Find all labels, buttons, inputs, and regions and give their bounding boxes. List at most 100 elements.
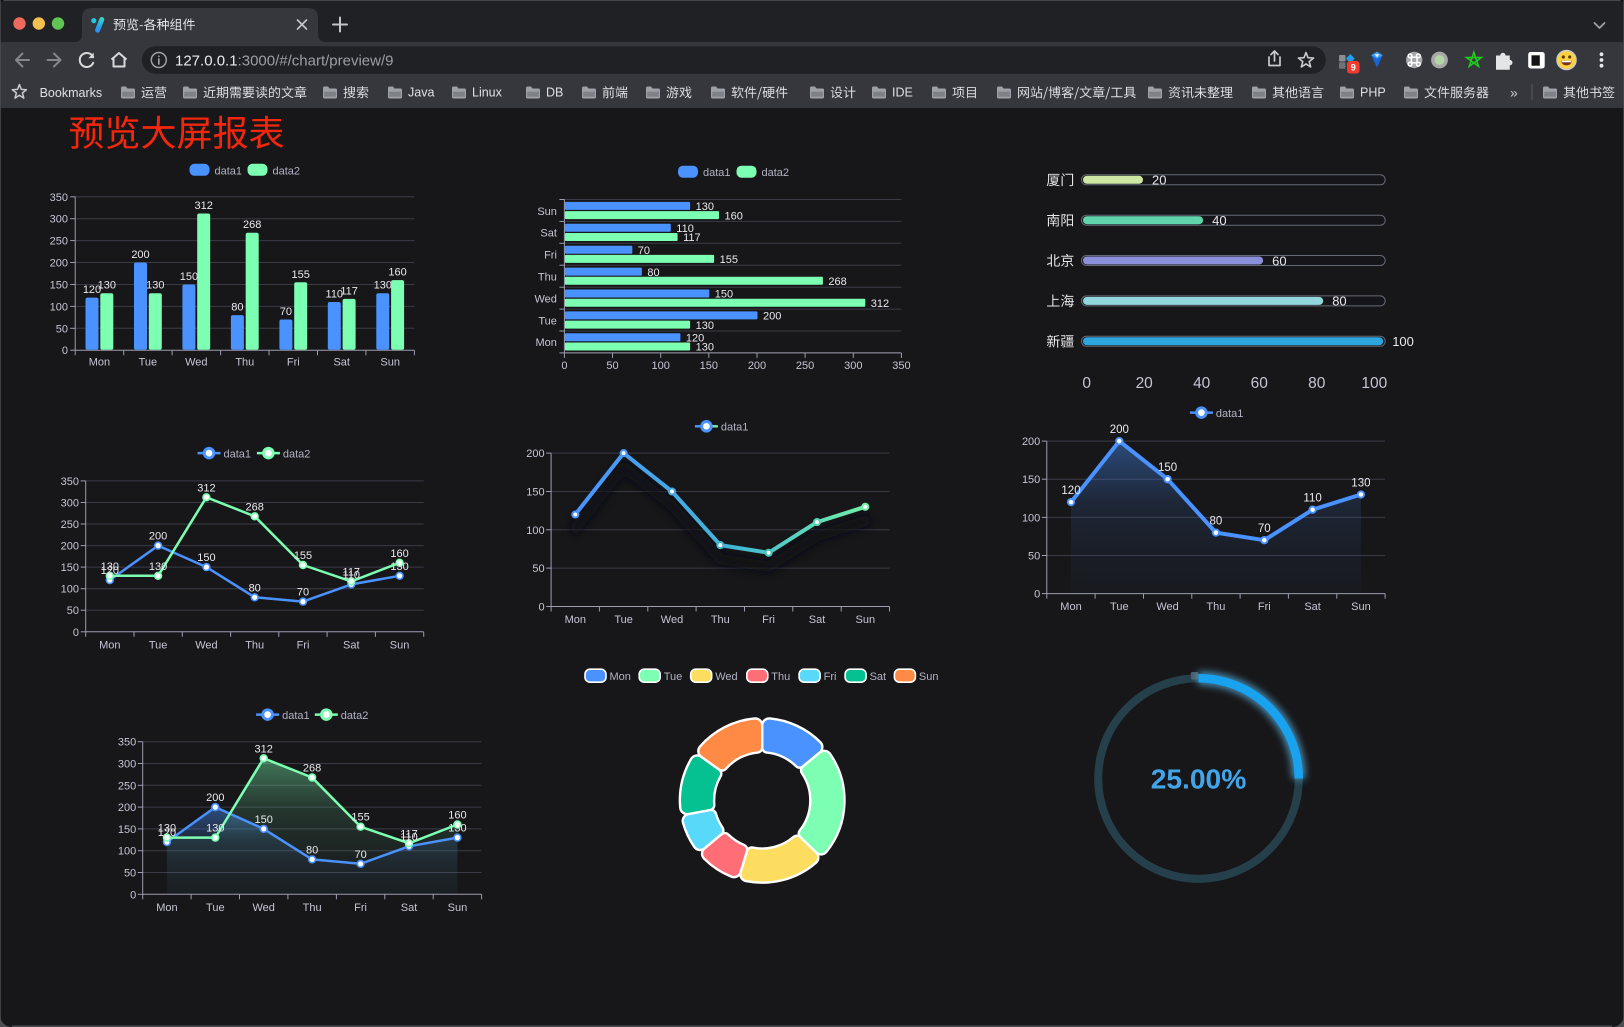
svg-text:312: 312 [871,298,889,310]
svg-text:Fri: Fri [762,614,775,626]
svg-text:100: 100 [1361,375,1387,392]
svg-text:Thu: Thu [303,902,322,914]
svg-text:312: 312 [255,743,273,755]
svg-text:250: 250 [118,780,136,792]
svg-text:data2: data2 [273,165,301,177]
svg-text:250: 250 [50,236,68,248]
svg-text:150: 150 [118,824,136,836]
svg-text:110: 110 [676,223,694,235]
svg-text:0: 0 [62,345,68,357]
svg-text:155: 155 [294,550,312,562]
svg-text:70: 70 [638,245,650,257]
svg-text:300: 300 [118,759,136,771]
svg-text:Sat: Sat [1304,601,1321,613]
svg-text:40: 40 [1193,375,1211,392]
svg-text:200: 200 [118,802,136,814]
svg-text:data1: data1 [703,167,731,179]
svg-text:120: 120 [1061,485,1080,497]
svg-text:Tue: Tue [538,315,557,327]
svg-text:Thu: Thu [711,614,730,626]
svg-text:268: 268 [246,501,264,513]
svg-text:80: 80 [249,582,261,594]
svg-text:150: 150 [700,360,718,372]
svg-text:130: 130 [696,320,714,332]
svg-text:Sat: Sat [401,902,418,914]
svg-text:Mon: Mon [565,614,586,626]
svg-text:110: 110 [400,831,418,843]
svg-text:130: 130 [158,823,176,835]
svg-text:300: 300 [61,498,79,510]
svg-text:PHP: PHP [1360,86,1386,100]
svg-text:Thu: Thu [235,357,254,369]
svg-text:268: 268 [828,276,846,288]
svg-text:50: 50 [124,868,136,880]
svg-text:Sat: Sat [809,614,826,626]
svg-text:data1: data1 [224,448,252,460]
svg-text:350: 350 [61,476,79,488]
svg-text:Mon: Mon [610,671,631,683]
svg-text:Tue: Tue [664,671,683,683]
svg-text:Linux: Linux [472,86,503,100]
svg-text:data2: data2 [283,448,311,460]
svg-text:150: 150 [1022,474,1040,486]
svg-text:70: 70 [280,306,292,318]
svg-text:Mon: Mon [99,640,120,652]
svg-text:200: 200 [763,311,781,323]
svg-text:130: 130 [448,823,466,835]
svg-text:70: 70 [354,849,366,861]
svg-text:Tue: Tue [149,640,168,652]
svg-text:160: 160 [388,267,406,279]
svg-text:100: 100 [118,846,136,858]
svg-text:100: 100 [526,525,544,537]
svg-text:130: 130 [149,561,167,573]
svg-text:250: 250 [796,360,814,372]
svg-text:100: 100 [50,301,68,313]
svg-text:Wed: Wed [661,614,683,626]
svg-text:80: 80 [306,844,318,856]
svg-text:200: 200 [50,258,68,270]
svg-text:Mon: Mon [89,357,110,369]
svg-text:150: 150 [1158,462,1177,474]
svg-text:110: 110 [343,569,361,581]
svg-text:Bookmarks: Bookmarks [40,86,103,100]
svg-text:Tue: Tue [206,902,225,914]
svg-text:150: 150 [715,289,733,301]
svg-text:60: 60 [1251,375,1269,392]
svg-text:Thu: Thu [245,640,264,652]
svg-text:150: 150 [180,271,198,283]
svg-text:50: 50 [67,605,79,617]
svg-text:160: 160 [448,810,466,822]
svg-text:80: 80 [647,267,659,279]
svg-text:Wed: Wed [1156,601,1178,613]
svg-text:100: 100 [1392,334,1414,349]
svg-text:200: 200 [526,448,544,460]
svg-text:Wed: Wed [252,902,274,914]
svg-text:100: 100 [652,360,670,372]
svg-text:268: 268 [243,219,261,231]
svg-text:Mon: Mon [1060,601,1081,613]
svg-text:50: 50 [1028,551,1040,563]
svg-text:0: 0 [1034,589,1040,601]
svg-text:117: 117 [400,828,418,840]
svg-text:0: 0 [538,602,544,614]
svg-text:Tue: Tue [139,357,158,369]
svg-text:120: 120 [686,333,704,345]
svg-text:200: 200 [149,531,167,543]
svg-text:Sun: Sun [856,614,876,626]
svg-text:20: 20 [1136,375,1154,392]
svg-text:100: 100 [1022,512,1040,524]
svg-text:Fri: Fri [824,671,837,683]
svg-text:0: 0 [130,889,136,901]
svg-text:Fri: Fri [354,902,367,914]
svg-text:»: » [1510,85,1518,101]
svg-text:IDE: IDE [892,86,913,100]
svg-text:50: 50 [606,360,618,372]
svg-text:300: 300 [844,360,862,372]
svg-text:data2: data2 [341,710,369,722]
svg-text:150: 150 [526,487,544,499]
svg-text:50: 50 [56,323,68,335]
svg-text:data1: data1 [721,422,749,434]
svg-text:Wed: Wed [185,357,207,369]
svg-text:Sun: Sun [1351,601,1371,613]
svg-text:100: 100 [61,584,79,596]
